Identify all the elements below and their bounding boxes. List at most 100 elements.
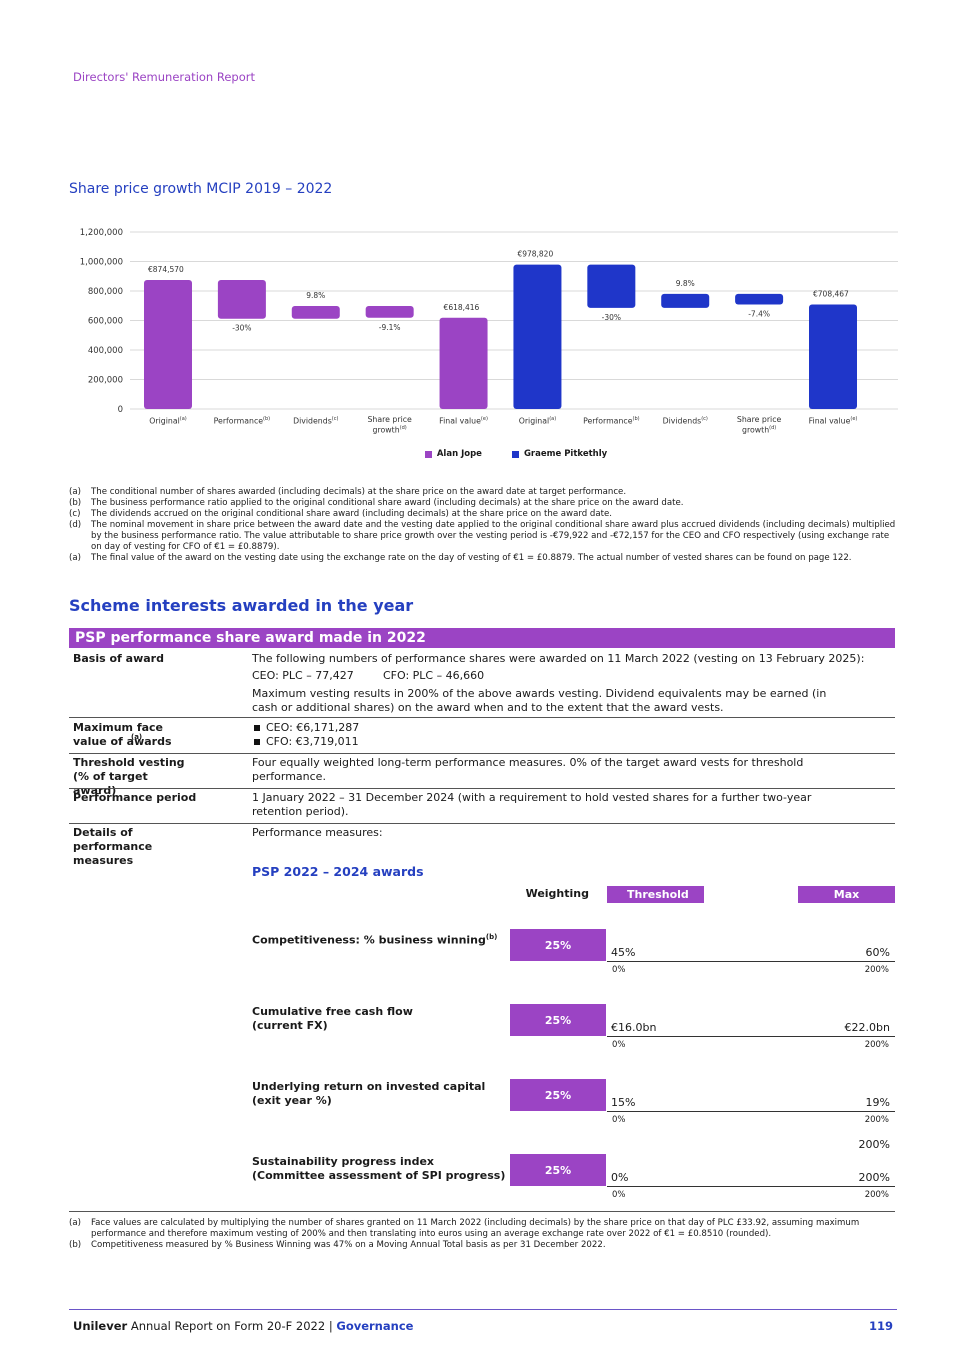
category-note: (d)	[769, 425, 777, 431]
note-text: The final value of the award on the vest…	[91, 553, 852, 563]
threshold-value: 0%	[611, 1171, 629, 1184]
weighting: 25%	[510, 1079, 606, 1111]
category-note: (e)	[480, 416, 488, 422]
max-vesting: 200%	[864, 1190, 889, 1200]
page-number: 119	[868, 1319, 893, 1333]
running-header: Directors' Remuneration Report	[73, 70, 255, 84]
category-text: Share price growth	[367, 415, 412, 435]
category-note: (e)	[850, 416, 858, 422]
row-label: Threshold vesting (% of target award)	[73, 756, 185, 797]
note-mark: (b)	[69, 498, 82, 508]
x-tick-label: Dividends(c)	[280, 415, 352, 426]
note: (d) The nominal movement in share price b…	[69, 520, 899, 553]
data-label: 9.8%	[306, 291, 325, 300]
chart: 0 200,000 400,000 600,000 800,000 1,000,000 1,…	[0, 215, 968, 475]
row-rule	[69, 753, 895, 754]
data-label: -9.1%	[379, 323, 401, 332]
max-vesting: 200%	[864, 965, 889, 975]
category-note: (c)	[701, 416, 708, 422]
bullet-text: CEO: €6,171,287	[266, 721, 360, 734]
weighting: 25%	[510, 929, 606, 961]
category-note: (c)	[331, 416, 339, 422]
legend-swatch	[424, 450, 432, 458]
measure-name: Cumulative free cash flow (current FX)	[252, 1005, 422, 1033]
data-label: €618,416	[444, 303, 480, 312]
column-header: Weighting	[525, 887, 589, 900]
data-label: 9.8%	[676, 279, 695, 288]
legend-label: Alan Jope	[436, 449, 482, 459]
bar	[809, 304, 857, 409]
measure-text: Competitiveness: % business winning	[252, 933, 486, 947]
measure-note: (b)	[485, 933, 498, 941]
column-header: Max	[798, 886, 895, 903]
measure-rule	[607, 1111, 895, 1112]
category-text: Performance	[213, 416, 264, 426]
category-text: Dividends	[662, 416, 702, 426]
footer-brand: Unilever	[73, 1319, 128, 1333]
note-text: The nominal movement in share price betw…	[91, 520, 896, 552]
row-text: 1 January 2022 – 31 December 2024 (with …	[252, 791, 812, 818]
x-tick-label: Original(a)	[132, 415, 204, 426]
x-tick-label: Original(a)	[501, 415, 573, 426]
footer-rule	[69, 1309, 897, 1310]
category-note: (a)	[179, 416, 187, 422]
bullet	[254, 725, 260, 731]
weighting: 25%	[510, 1004, 606, 1036]
data-label: €708,467	[813, 290, 849, 299]
row-text: The following numbers of performance sha…	[252, 652, 865, 665]
legend-label: Graeme Pitkethly	[523, 449, 608, 459]
row-label: Maximum face value of awards (a)	[73, 721, 203, 749]
x-tick-label: Performance(b)	[575, 415, 647, 426]
category-note: (d)	[399, 425, 407, 431]
y-tick-label: 1,200,000	[80, 228, 123, 238]
note-mark: (c)	[69, 509, 81, 519]
bar	[661, 293, 710, 308]
weighting-text: 25%	[544, 938, 572, 952]
threshold-value: €16.0bn	[611, 1021, 657, 1034]
note-mark: (a)	[69, 487, 81, 497]
footer-report: Annual Report on Form 20-F 2022 |	[130, 1319, 333, 1333]
data-label: -30%	[602, 313, 621, 322]
threshold-value: 45%	[611, 946, 636, 959]
data-label: -30%	[232, 324, 251, 333]
measure-text: Sustainability progress index (Committee…	[252, 1155, 506, 1182]
measure-text: Cumulative free cash flow (current FX)	[252, 1005, 413, 1032]
chart-canvas: 0 200,000 400,000 600,000 800,000 1,000,000 1,…	[80, 228, 898, 415]
category-text: Original	[518, 416, 550, 426]
y-tick-label: 1,000,000	[80, 258, 123, 268]
bar	[217, 280, 266, 319]
row-label: Performance period	[73, 791, 197, 804]
max-vesting: 200%	[864, 1040, 889, 1050]
max-value: €22.0bn	[844, 1021, 890, 1034]
threshold-value: 15%	[611, 1096, 636, 1109]
label-text: Maximum face value of awards	[73, 721, 172, 748]
row-text: CFO: PLC – 46,660	[383, 669, 485, 682]
category-note: (b)	[263, 416, 271, 422]
section-title: Scheme interests awarded in the year	[69, 596, 414, 615]
threshold-vesting: 0%	[612, 1040, 626, 1050]
row-text: CEO: PLC – 77,427	[252, 669, 354, 682]
note-mark: (d)	[69, 520, 82, 530]
category-text: Performance	[583, 416, 633, 426]
bar	[365, 305, 414, 318]
category-text: Final value	[808, 416, 851, 426]
label-note: (a)	[131, 733, 143, 741]
max-value: 60%	[865, 946, 890, 959]
max-value: 19%	[865, 1096, 890, 1109]
measure-name: Competitiveness: % business winning(b)	[252, 930, 497, 948]
x-tick-label: Share price growth(d)	[723, 415, 795, 435]
weighting-text: 25%	[544, 1013, 572, 1027]
bar	[735, 293, 784, 305]
data-label: €874,570	[148, 265, 184, 274]
row-rule	[69, 788, 895, 789]
row-rule	[69, 823, 895, 824]
note: (b) The business performance ratio applie…	[69, 498, 899, 509]
x-tick-label: Final value(e)	[428, 415, 500, 426]
threshold-vesting: 0%	[612, 965, 626, 975]
row-text: Four equally weighted long-term performa…	[252, 756, 804, 783]
note: (a) The final value of the award on the v…	[69, 553, 899, 564]
x-tick-label: Dividends(c)	[649, 415, 721, 426]
measure-rule	[607, 961, 895, 962]
data-label: -7.4%	[748, 310, 770, 319]
